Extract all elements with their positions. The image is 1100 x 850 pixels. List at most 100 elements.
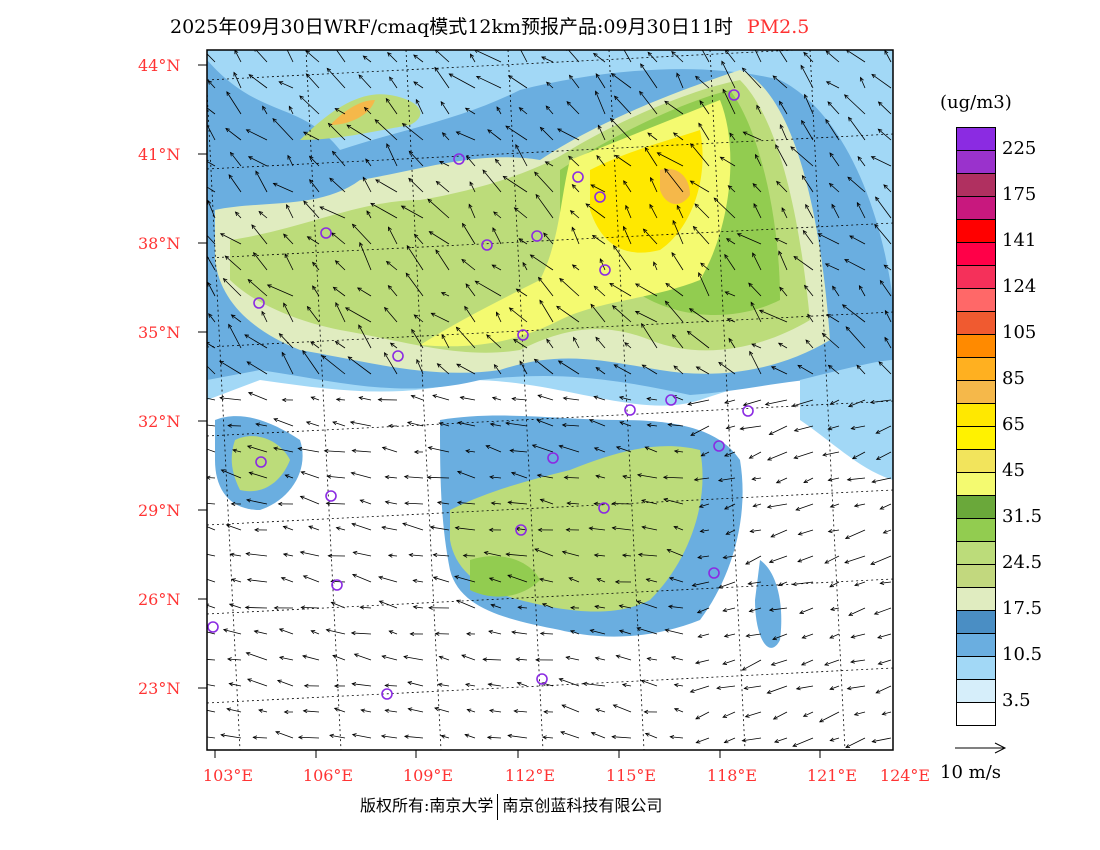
- wind-arrowhead: [351, 733, 357, 738]
- wind-vector: [386, 143, 398, 167]
- wind-vector: [516, 658, 528, 661]
- wind-arrowhead: [588, 526, 594, 531]
- copyright-left: 版权所有:南京大学: [360, 796, 494, 815]
- wind-vector: [568, 577, 580, 583]
- wind-arrowhead: [432, 394, 438, 399]
- wind-arrowhead: [748, 282, 753, 288]
- pm-field-north-plume-core: [330, 100, 375, 125]
- wind-arrowhead: [252, 735, 258, 740]
- wind-vector: [802, 633, 814, 639]
- colorbar-cell: [957, 657, 995, 680]
- wind-vector: [509, 307, 528, 323]
- city-marker: [665, 394, 677, 406]
- wind-arrowhead: [415, 98, 420, 104]
- wind-vector: [229, 683, 242, 687]
- wind-arrowhead: [469, 53, 474, 59]
- wind-vector: [729, 132, 736, 141]
- wind-vector: [492, 264, 502, 271]
- wind-arrowhead: [744, 713, 750, 718]
- wind-arrowhead: [487, 682, 493, 687]
- wind-vector: [698, 633, 710, 638]
- wind-arrowhead: [319, 206, 325, 211]
- wind-vector: [696, 737, 710, 744]
- wind-arrowhead: [347, 356, 353, 361]
- wind-vector: [456, 131, 476, 141]
- wind-arrowhead: [306, 305, 312, 311]
- wind-arrowhead: [802, 712, 808, 717]
- wind-arrowhead: [845, 326, 851, 331]
- wind-vector: [363, 55, 372, 63]
- wind-arrowhead: [413, 314, 419, 319]
- wind-arrowhead: [611, 734, 617, 740]
- wind-arrowhead: [325, 501, 331, 506]
- wind-arrowhead: [539, 631, 545, 636]
- wind-arrowhead: [741, 738, 747, 743]
- wind-arrowhead: [244, 334, 250, 339]
- wind-vector: [870, 399, 892, 403]
- wind-vector: [737, 233, 762, 245]
- wind-vector: [670, 736, 684, 739]
- wind-arrowhead: [492, 227, 497, 232]
- lat-label: 38°N: [138, 234, 181, 253]
- wind-vector: [589, 419, 606, 427]
- wind-vector: [319, 206, 346, 219]
- wind-arrowhead: [370, 202, 375, 207]
- longitude-gridline: [305, 50, 342, 750]
- wind-vector: [436, 181, 450, 193]
- wind-arrowhead: [590, 303, 595, 309]
- wind-vector: [673, 132, 684, 141]
- wind-vector: [874, 224, 892, 245]
- wind-arrowhead: [222, 277, 228, 283]
- wind-vector: [537, 394, 554, 401]
- wind-vector: [594, 605, 606, 609]
- wind-vector: [595, 708, 606, 713]
- wind-vector: [486, 334, 502, 349]
- wind-vector: [336, 527, 346, 531]
- wind-arrowhead: [591, 234, 597, 240]
- wind-vector: [329, 734, 346, 739]
- wind-vector: [857, 156, 866, 167]
- wind-vector: [767, 451, 788, 461]
- wind-vector: [878, 659, 892, 665]
- lon-label: 118°E: [706, 766, 758, 785]
- wind-vector: [465, 107, 476, 115]
- wind-arrowhead: [770, 661, 776, 666]
- wind-arrowhead: [599, 258, 604, 263]
- wind-arrowhead: [829, 503, 835, 508]
- wind-arrowhead: [590, 731, 596, 736]
- wind-vector: [505, 125, 528, 141]
- wind-arrowhead: [262, 105, 267, 111]
- wind-arrowhead: [381, 446, 387, 451]
- wind-vector: [573, 337, 580, 349]
- colorbar-label: 85: [1002, 368, 1025, 389]
- wind-arrowhead: [513, 207, 519, 212]
- wind-arrowhead: [375, 179, 380, 184]
- wind-vector: [301, 606, 320, 609]
- wind-arrowhead: [303, 683, 309, 688]
- wind-vector: [828, 365, 840, 375]
- wind-vector: [298, 736, 320, 739]
- wind-vector: [720, 156, 736, 167]
- wind-vector: [221, 469, 242, 479]
- wind-arrowhead: [748, 454, 754, 459]
- wind-vector: [496, 312, 502, 323]
- wind-vector: [844, 94, 866, 115]
- wind-vector: [746, 633, 762, 637]
- wind-vector: [664, 168, 684, 193]
- wind-arrowhead: [329, 733, 334, 738]
- colorbar-cell: [957, 634, 995, 657]
- wind-arrowhead: [287, 154, 292, 160]
- longitude-gridline: [709, 50, 746, 750]
- city-marker: [728, 89, 740, 101]
- wind-arrowhead: [228, 323, 233, 329]
- colorbar: [956, 127, 996, 726]
- wind-vector: [384, 307, 398, 323]
- wind-arrowhead: [284, 474, 290, 479]
- wind-vector: [207, 709, 216, 713]
- wind-arrowhead: [817, 233, 823, 238]
- wind-vector: [303, 131, 320, 141]
- wind-arrowhead: [793, 455, 799, 460]
- wind-arrowhead: [276, 679, 282, 684]
- wind-vector: [207, 578, 216, 583]
- wind-arrowhead: [475, 76, 481, 80]
